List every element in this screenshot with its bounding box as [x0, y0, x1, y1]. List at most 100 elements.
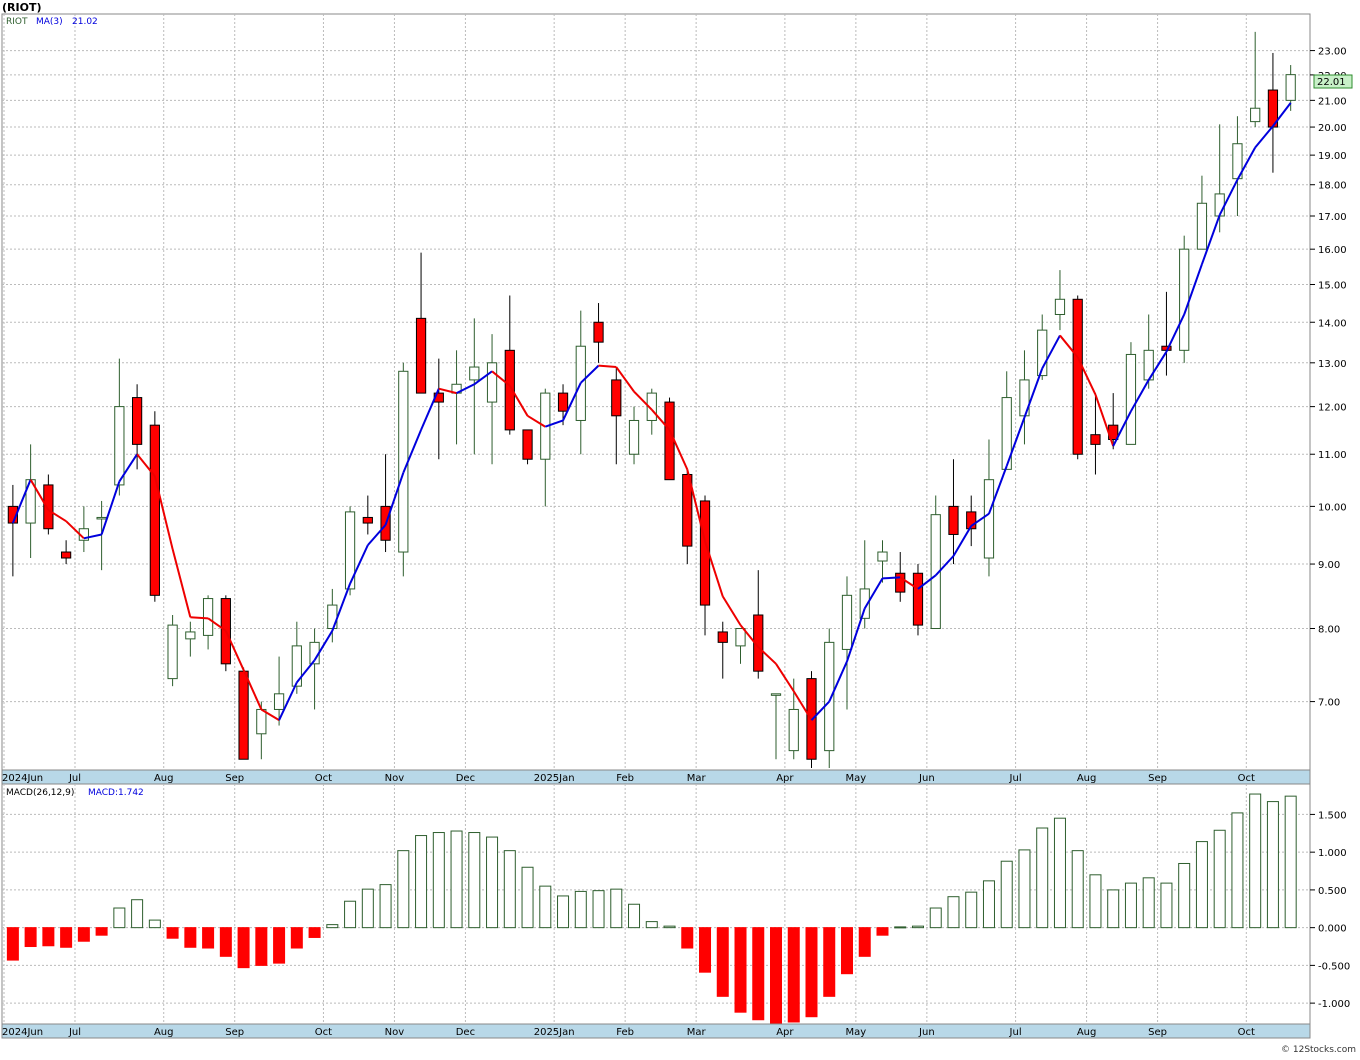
- macd-bar-positive: [894, 926, 907, 929]
- month-label: Jul: [68, 773, 81, 784]
- ma3-segment: [739, 624, 760, 648]
- candle-body-up: [469, 366, 480, 381]
- ma3-segment: [136, 453, 156, 477]
- ma3-segment: [544, 419, 564, 428]
- ma3-segment: [810, 700, 830, 721]
- macd-date-axis: [1, 1023, 1311, 1039]
- macd-bar-positive: [1160, 882, 1173, 929]
- candle-body-down: [238, 670, 249, 760]
- candle-body-up: [1250, 107, 1261, 123]
- macd-bar-negative: [805, 927, 818, 1018]
- month-label: Jul: [1009, 1027, 1022, 1038]
- candle-body-up: [646, 392, 657, 421]
- macd-bar-positive: [1213, 829, 1226, 929]
- candle-body-down: [593, 321, 604, 343]
- macd-bar-positive: [539, 885, 552, 929]
- candle: [983, 439, 995, 577]
- macd-bar-positive: [929, 907, 942, 929]
- ma3-segment: [988, 465, 1008, 515]
- macd-bar-positive: [1231, 812, 1244, 929]
- ma3-segment: [846, 608, 866, 662]
- month-label: Sep: [1148, 1027, 1167, 1038]
- macd-bar-negative: [823, 927, 836, 997]
- macd-bar-positive: [592, 890, 605, 929]
- ma3-segment: [633, 390, 653, 411]
- macd-bar-negative: [840, 927, 853, 975]
- month-label: Nov: [385, 1027, 405, 1038]
- chart-header-symbol: (RIOT): [2, 1, 41, 14]
- macd-bar-negative: [858, 927, 871, 957]
- ma3-segment: [1005, 417, 1026, 467]
- macd-bar-positive: [1266, 801, 1279, 929]
- macd-bar-positive: [148, 919, 161, 929]
- ma3-segment: [580, 364, 600, 384]
- ma3-segment: [456, 383, 475, 394]
- month-label: Apr: [776, 1027, 794, 1038]
- candle-body-up: [877, 551, 888, 562]
- macd-bar-negative: [308, 927, 321, 938]
- month-label: Oct: [1238, 1027, 1255, 1038]
- macd-bar-negative: [752, 927, 765, 1021]
- price-tick-label: 20.00: [1318, 123, 1347, 134]
- month-label: Sep: [1148, 773, 1167, 784]
- macd-grid: [2, 784, 1310, 1024]
- candle-body-down: [753, 614, 764, 672]
- month-label: 2025Jan: [534, 773, 575, 784]
- price-grid: [2, 14, 1310, 770]
- ma3-segment: [917, 574, 937, 590]
- macd-bar-positive: [326, 924, 339, 929]
- macd-bar-negative: [219, 927, 232, 957]
- ma3-segment: [1023, 368, 1044, 418]
- macd-legend-params: MACD(26,12,9): [6, 788, 74, 798]
- macd-bar-negative: [237, 927, 250, 969]
- candle: [114, 358, 125, 496]
- candle-body-down: [664, 401, 675, 481]
- month-label: May: [846, 773, 867, 784]
- month-label: Sep: [225, 1027, 244, 1038]
- candle-body-down: [1090, 434, 1101, 445]
- candle-body-down: [131, 397, 143, 445]
- ma3-segment: [118, 453, 138, 482]
- macd-bar-positive: [1053, 817, 1066, 929]
- ma3-segment: [83, 533, 102, 540]
- candle: [504, 295, 515, 435]
- ma3-segment: [686, 469, 706, 542]
- month-label: 2025Jan: [534, 1027, 575, 1038]
- candle-body-up: [770, 693, 782, 696]
- macd-tick-label: 1.500: [1318, 810, 1347, 821]
- ma3-segment: [1183, 263, 1203, 315]
- ma3-segment: [598, 364, 617, 369]
- macd-bar-positive: [361, 888, 374, 929]
- date-labels-top: 2024Jun Jul Aug Sep Oct Nov Dec 2025Jan Feb Mar Ap…: [2, 773, 1255, 784]
- month-label: Apr: [776, 773, 794, 784]
- candle: [167, 614, 178, 687]
- month-label: Nov: [385, 773, 405, 784]
- candle: [912, 564, 924, 636]
- ma3-segment: [757, 646, 777, 665]
- candle-body-down: [912, 572, 924, 626]
- candle-body-down: [415, 317, 427, 394]
- month-label: Mar: [687, 773, 707, 784]
- month-label: Oct: [315, 1027, 332, 1038]
- macd-bar-positive: [113, 907, 126, 929]
- month-label: Sep: [225, 773, 244, 784]
- price-tick-label: 9.00: [1318, 560, 1340, 571]
- month-label: May: [846, 1027, 867, 1038]
- candle-body-up: [1037, 329, 1048, 377]
- ma3-segment: [792, 690, 813, 721]
- month-label: Jul: [68, 1027, 81, 1038]
- month-label: Oct: [315, 773, 332, 784]
- candle: [149, 411, 160, 602]
- month-label: Dec: [456, 773, 475, 784]
- ma3-segment: [29, 479, 50, 511]
- month-label: Aug: [154, 1027, 174, 1038]
- candle-body-up: [398, 370, 409, 553]
- candle-body-up: [859, 588, 870, 619]
- candle-body-up: [256, 708, 267, 735]
- ma3-segment: [1218, 179, 1239, 216]
- candle: [344, 506, 356, 596]
- macd-bar-negative: [77, 927, 90, 942]
- price-tick-label: 18.00: [1318, 181, 1347, 192]
- macd-bar-negative: [290, 927, 303, 949]
